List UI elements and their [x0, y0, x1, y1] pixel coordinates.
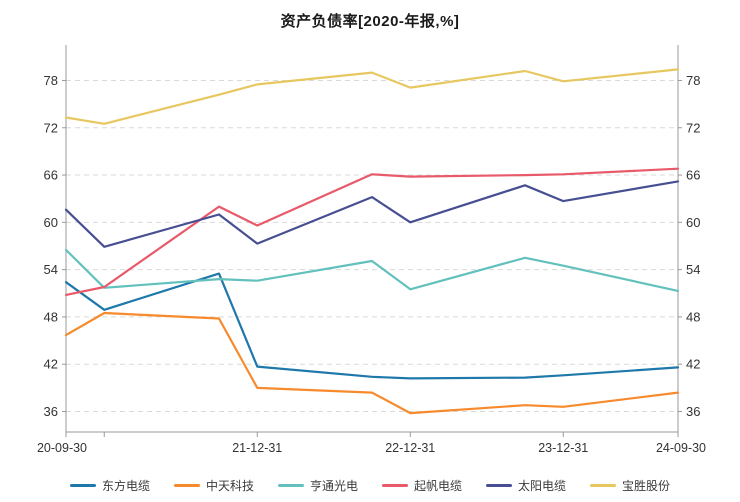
legend-item-2[interactable]: 亨通光电 — [277, 477, 358, 494]
legend-label: 起帆电缆 — [414, 479, 463, 493]
legend-label: 宝胜股份 — [622, 479, 671, 493]
y-tick-label-left: 72 — [44, 120, 58, 135]
y-tick-label-left: 42 — [44, 357, 58, 372]
y-tick-label-left: 36 — [44, 404, 58, 419]
line-series-0 — [64, 272, 680, 380]
legend-item-3[interactable]: 起帆电缆 — [382, 477, 462, 494]
legend-swatch-icon — [486, 483, 513, 488]
legend-swatch-icon — [277, 483, 304, 488]
line-series-4 — [64, 180, 680, 248]
x-tick-label: 23-12-31 — [538, 441, 588, 455]
chart-title: 资产负债率[2020-年报,%] — [280, 13, 460, 30]
y-tick-label-left: 78 — [44, 73, 58, 88]
legend-label: 东方电缆 — [101, 479, 150, 493]
line-series-5 — [64, 68, 680, 125]
y-tick-label-right: 48 — [686, 309, 700, 324]
y-tick-label-left: 60 — [44, 215, 58, 230]
legend: 东方电缆 中天科技 亨通光电 起帆电缆 太阳电缆 宝胜股份 — [0, 477, 740, 494]
y-tick-label-left: 54 — [44, 262, 58, 277]
legend-swatch-icon — [173, 483, 200, 488]
legend-swatch-icon — [69, 483, 96, 488]
line-series-3 — [64, 167, 680, 296]
legend-label: 亨通光电 — [309, 479, 358, 493]
y-tick-label-right: 60 — [686, 215, 700, 230]
line-series-1 — [64, 311, 680, 415]
legend-label: 中天科技 — [205, 479, 254, 493]
y-tick-label-right: 42 — [686, 357, 700, 372]
x-tick-label: 20-09-30 — [37, 441, 87, 455]
legend-item-0[interactable]: 东方电缆 — [69, 477, 150, 494]
legend-swatch-icon — [382, 483, 408, 488]
x-tick-label: 21-12-31 — [232, 441, 282, 455]
legend-label: 太阳电缆 — [518, 479, 567, 493]
legend-item-4[interactable]: 太阳电缆 — [486, 477, 566, 494]
y-tick-label-right: 66 — [686, 168, 700, 183]
y-tick-label-right: 72 — [686, 120, 700, 135]
y-tick-label-right: 36 — [686, 404, 700, 419]
y-tick-label-left: 66 — [44, 168, 58, 183]
legend-item-5[interactable]: 宝胜股份 — [590, 477, 670, 494]
y-tick-label-right: 54 — [686, 262, 700, 277]
line-series-2 — [64, 248, 680, 292]
x-tick-label: 24-09-30 — [656, 441, 706, 455]
y-tick-label-right: 78 — [686, 73, 700, 88]
y-tick-label-left: 48 — [44, 309, 58, 324]
x-tick-label: 22-12-31 — [385, 441, 435, 455]
legend-item-1[interactable]: 中天科技 — [173, 477, 254, 494]
legend-swatch-icon — [590, 483, 617, 488]
